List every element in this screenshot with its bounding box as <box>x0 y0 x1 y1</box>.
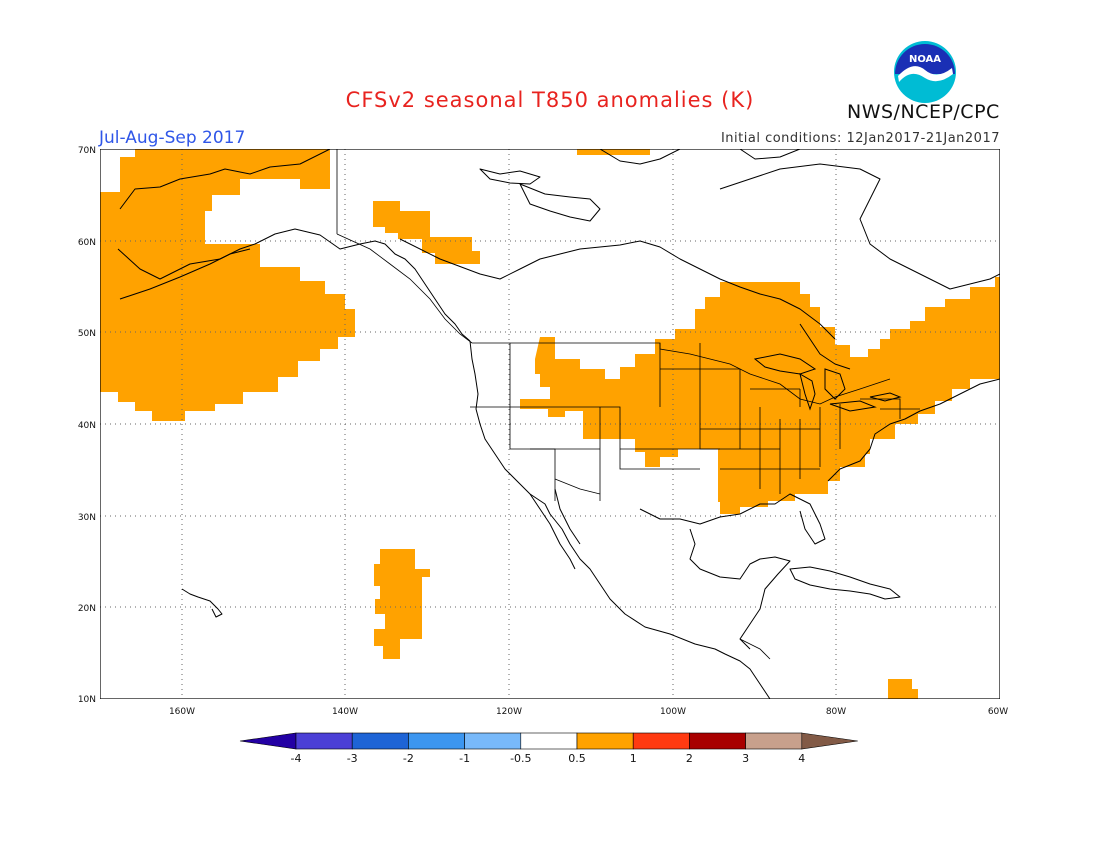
coastlines <box>117 149 1000 699</box>
lat-label-column: 70N 60N 50N 40N 30N 20N 10N <box>78 146 96 705</box>
colorbar-box <box>632 732 690 750</box>
lat-label-70n: 70N <box>78 146 96 156</box>
lon-label-120w: 120W <box>496 707 522 717</box>
lon-label-160w: 160W <box>169 707 195 717</box>
colorbar-label: 4 <box>798 752 805 765</box>
anomaly-shading <box>100 149 1000 699</box>
initial-conditions-label: Initial conditions: 12Jan2017-21Jan2017 <box>720 131 1000 146</box>
colorbar-label: -3 <box>347 752 358 765</box>
noaa-logo-text: NOAA <box>909 54 941 65</box>
colorbar-box <box>295 732 353 750</box>
colorbar-box <box>408 732 465 750</box>
anomaly-map <box>100 149 1000 699</box>
great-lakes <box>753 353 902 412</box>
colorbar-label: 0.5 <box>568 752 586 765</box>
colorbar-box <box>520 732 578 750</box>
agency-label: NWS/NCEP/CPC <box>847 101 1000 123</box>
lat-label-50n: 50N <box>78 329 96 339</box>
map-title: CFSv2 seasonal T850 anomalies (K) <box>345 88 755 112</box>
colorbar-labels: -4 -3 -2 -1 -0.5 0.5 1 2 3 4 <box>291 752 806 765</box>
lat-label-30n: 30N <box>78 513 96 523</box>
colorbar-box <box>689 732 746 750</box>
colorbar-boxes <box>239 732 858 750</box>
lat-lon-grid <box>100 149 1000 699</box>
lon-label-100w: 100W <box>660 707 686 717</box>
colorbar-box <box>576 732 634 750</box>
colorbar-label: 1 <box>630 752 637 765</box>
colorbar-box <box>464 732 522 750</box>
colorbar-label: 2 <box>686 752 693 765</box>
colorbar-label: -1 <box>459 752 470 765</box>
colorbar: -4 -3 -2 -1 -0.5 0.5 1 2 3 4 <box>239 732 858 765</box>
colorbar-box <box>745 732 803 750</box>
colorbar-arrow-left <box>239 732 297 750</box>
political-borders <box>336 149 920 660</box>
lat-label-60n: 60N <box>78 238 96 248</box>
lat-label-40n: 40N <box>78 421 96 431</box>
lon-label-80w: 80W <box>826 707 846 717</box>
colorbar-label: -4 <box>291 752 302 765</box>
lon-label-row: 160W 140W 120W 100W 80W 60W <box>169 707 1008 717</box>
lon-label-60w: 60W <box>988 707 1008 717</box>
season-label: Jul-Aug-Sep 2017 <box>99 128 246 148</box>
colorbar-label: -2 <box>403 752 414 765</box>
lon-label-140w: 140W <box>332 707 358 717</box>
colorbar-arrow-right <box>801 732 858 750</box>
lat-label-10n: 10N <box>78 695 96 705</box>
noaa-logo: NOAA <box>894 41 956 103</box>
colorbar-label: 3 <box>742 752 749 765</box>
colorbar-box <box>351 732 409 750</box>
lat-label-20n: 20N <box>78 604 96 614</box>
colorbar-label: -0.5 <box>510 752 531 765</box>
